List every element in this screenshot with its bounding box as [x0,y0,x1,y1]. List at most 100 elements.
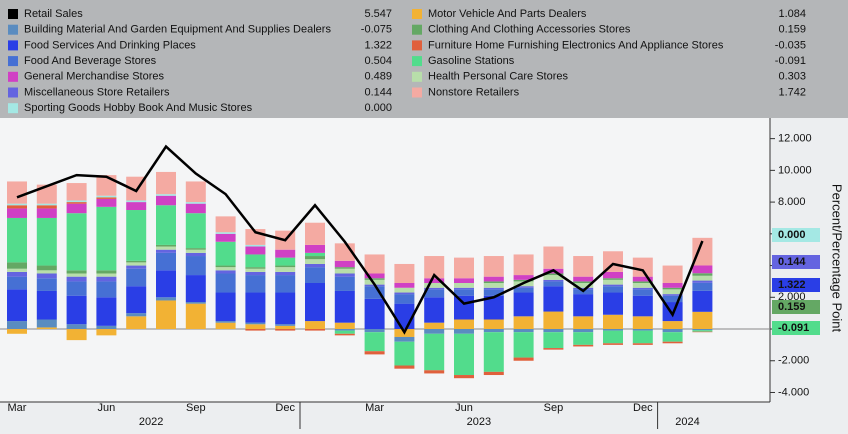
bar-segment [573,276,594,282]
legend-label: Food And Beverage Stores [24,55,157,67]
legend-swatch [412,87,422,98]
bar-segment [424,297,445,323]
bar-segment [483,329,504,333]
bar-segment [126,200,147,203]
bar-segment [632,295,653,317]
x-group-label: 2022 [139,416,163,428]
bar-segment [483,287,504,290]
bar-segment [543,279,564,282]
bar-segment [334,333,355,336]
bar-segment [245,268,266,272]
bar-segment [156,270,176,298]
bar-segment [483,283,504,288]
bar-segment [215,232,236,234]
bar-segment [454,289,474,296]
bar-segment [573,294,594,317]
bar-segment [692,237,713,266]
bar-segment [185,202,206,204]
bar-segment [66,200,87,203]
bar-segment [483,281,504,284]
bar-segment [245,267,266,269]
bar-segment [7,208,27,218]
bar-segment [483,276,504,282]
bar-segment [36,327,57,330]
bar-segment [513,279,534,282]
bar-segment [483,256,504,277]
legend-label: Furniture Home Furnishing Electronics An… [428,39,724,51]
bar-segment [215,321,236,323]
bar-segment [7,276,27,290]
bar-segment [245,292,266,323]
bar-segment [215,265,236,268]
bar-segment [454,333,474,376]
legend-value: 0.000 [364,102,392,114]
bar-segment [662,321,683,330]
bar-segment [364,329,385,333]
legend-swatch [8,9,18,19]
bar-segment [394,283,415,288]
bar-segment [126,202,147,211]
value-tag [772,228,820,242]
y-axis-title: Percent/Percentage Point [830,184,845,333]
legend-swatch [8,40,18,51]
legend-swatch [8,24,18,35]
bar-segment [513,254,534,276]
bar-segment [483,295,504,320]
bar-segment [394,292,415,295]
value-tag [772,278,820,292]
legend-swatch [8,103,18,114]
value-tag [772,255,820,269]
bar-segment [215,241,236,266]
bar-segment [7,181,27,204]
legend-label: General Merchandise Stores [24,71,165,83]
bar-segment [7,205,27,209]
bar-segment [543,246,564,269]
bar-segment [7,268,27,272]
bar-segment [454,278,474,284]
value-tag-label: 0.144 [778,256,806,268]
legend-swatch [412,40,422,51]
bar-segment [513,292,534,317]
bar-segment [185,248,206,250]
bar-segment [7,203,27,206]
bar-segment [692,290,713,312]
bar-segment [305,329,325,331]
bar-segment [215,322,236,330]
x-tick-label: Sep [544,402,564,414]
bar-segment [513,286,534,288]
bar-segment [96,270,117,274]
bar-segment [96,273,117,277]
x-tick-label: Jun [455,402,473,414]
legend-value: 1.742 [778,86,806,98]
bar-segment [334,322,355,330]
bar-segment [424,333,445,371]
bar-segment [364,298,385,330]
legend-value: 0.303 [778,71,806,83]
bar-segment [36,319,57,328]
bar-segment [7,271,27,277]
bar-segment [275,324,296,326]
bar-segment [7,217,27,263]
bar-segment [603,286,623,293]
bar-segment [275,249,296,258]
bar-segment [185,303,206,330]
bar-segment [543,275,564,280]
bar-segment [424,322,445,330]
bar-segment [364,279,385,285]
bar-segment [603,329,623,331]
legend-swatch [412,9,422,19]
bar-segment [692,330,713,332]
bar-segment [692,329,713,331]
legend-label: Sporting Goods Hobby Book And Music Stor… [24,102,253,114]
bar-segment [454,329,474,334]
bar-segment [156,244,176,247]
legend-swatch [412,56,422,67]
bar-segment [603,278,623,280]
bar-segment [513,332,534,358]
bar-segment [36,205,57,209]
bar-segment [7,289,27,322]
bar-segment [66,324,87,330]
bar-segment [245,254,266,268]
bar-segment [126,286,147,314]
